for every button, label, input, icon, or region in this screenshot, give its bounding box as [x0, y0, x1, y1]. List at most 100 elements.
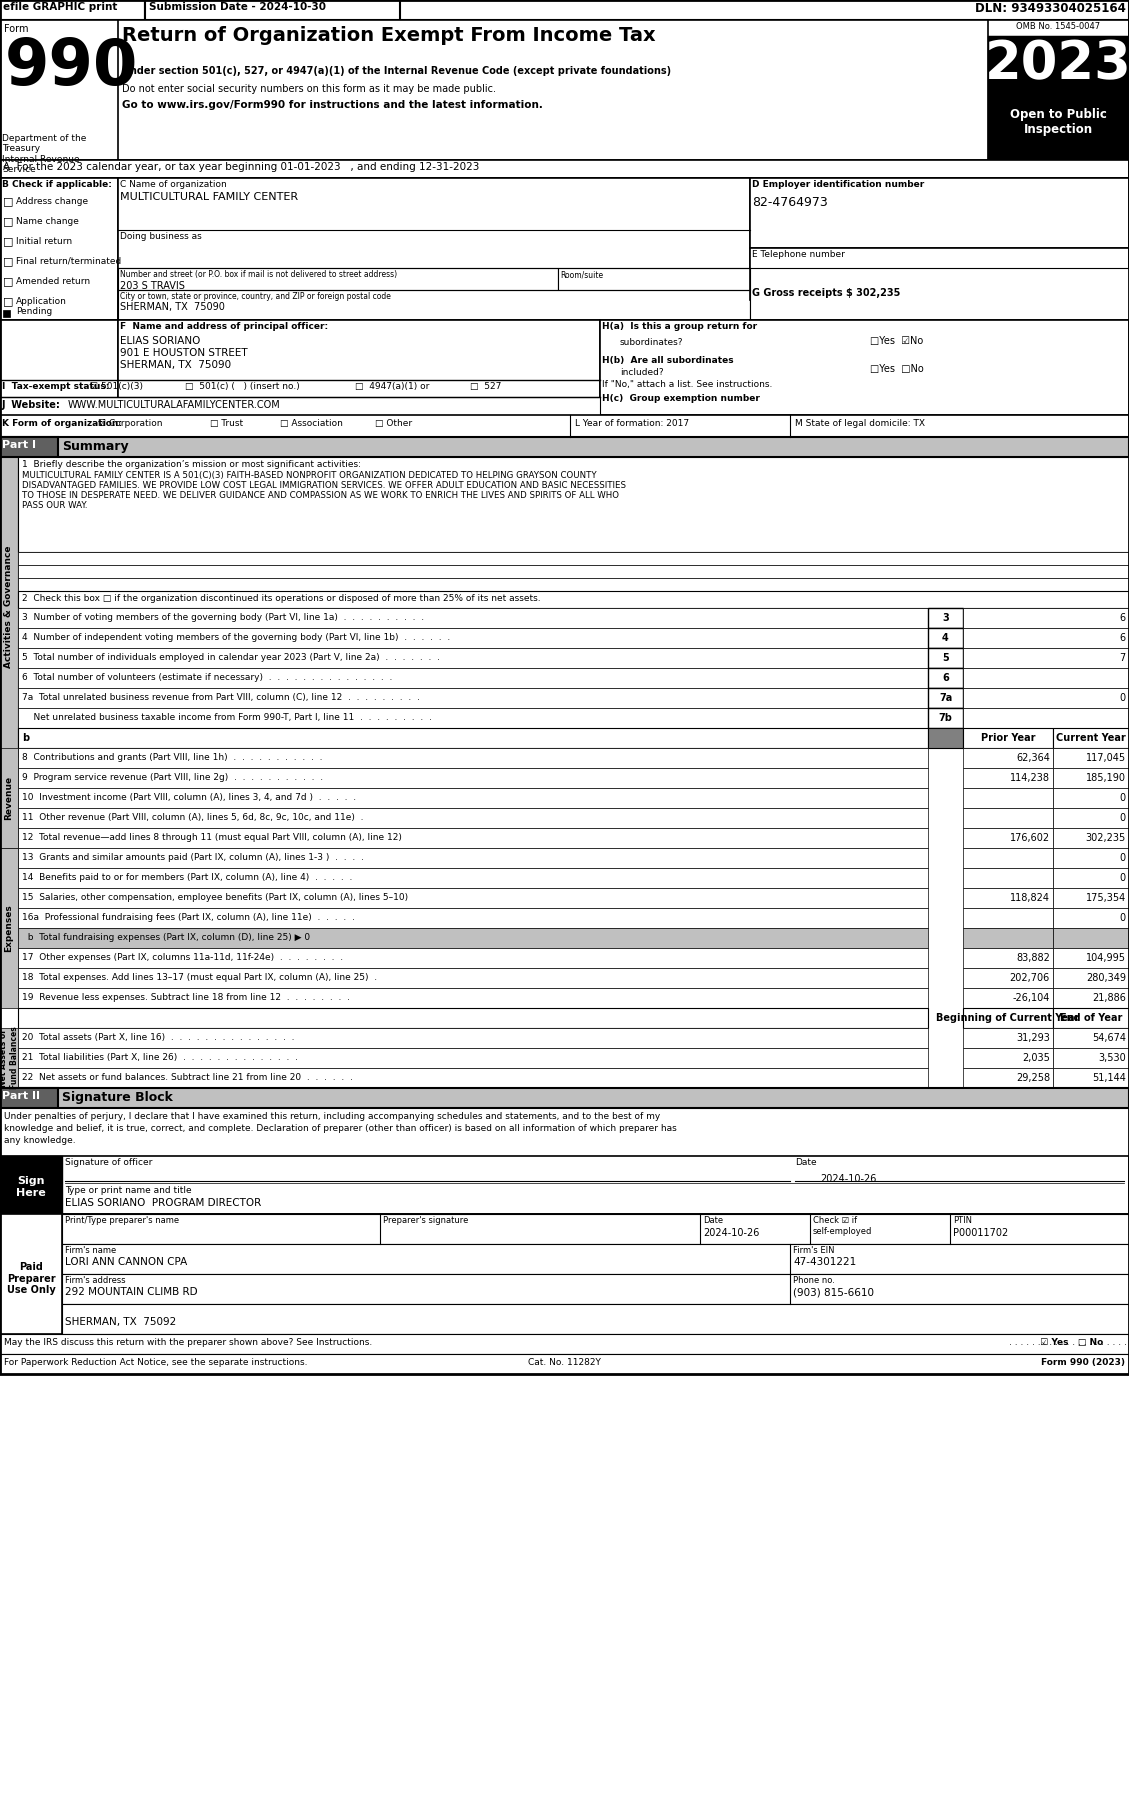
Text: Date: Date [703, 1215, 724, 1224]
Text: □: □ [3, 256, 14, 266]
Text: 2  Check this box □ if the organization discontinued its operations or disposed : 2 Check this box □ if the organization d… [21, 595, 541, 604]
Text: ☑ Yes   □ No: ☑ Yes □ No [1034, 1339, 1103, 1348]
Bar [963, 1008, 1053, 1028]
Text: 0: 0 [1120, 873, 1126, 882]
Text: 0: 0 [1119, 693, 1124, 702]
Text: City or town, state or province, country, and ZIP or foreign postal code: City or town, state or province, country… [120, 293, 391, 300]
Text: 901 E HOUSTON STREET: 901 E HOUSTON STREET [120, 347, 247, 358]
Text: □: □ [3, 296, 14, 306]
Text: □ Association: □ Association [280, 418, 343, 427]
Text: 0: 0 [1120, 813, 1126, 822]
Text: 21,886: 21,886 [1092, 993, 1126, 1002]
Bar [963, 848, 1053, 868]
Bar [1053, 848, 1129, 868]
Bar [18, 968, 928, 988]
Bar [928, 648, 963, 668]
Bar [18, 948, 928, 968]
Bar [0, 1028, 18, 1088]
Bar [928, 728, 963, 748]
Text: 47-4301221: 47-4301221 [793, 1257, 856, 1268]
Text: For Paperwork Reduction Act Notice, see the separate instructions.: For Paperwork Reduction Act Notice, see … [5, 1359, 307, 1368]
Bar [62, 1273, 1129, 1304]
Text: A  For the 2023 calendar year, or tax year beginning 01-01-2023   , and ending 1: A For the 2023 calendar year, or tax yea… [3, 162, 480, 173]
Bar [62, 1244, 1129, 1273]
Text: 17  Other expenses (Part IX, columns 11a-11d, 11f-24e)  .  .  .  .  .  .  .  .: 17 Other expenses (Part IX, columns 11a-… [21, 953, 343, 962]
Bar [928, 608, 963, 628]
Text: 10  Investment income (Part VIII, column (A), lines 3, 4, and 7d )  .  .  .  .  : 10 Investment income (Part VIII, column … [21, 793, 356, 802]
Text: 990: 990 [5, 36, 139, 98]
Text: 7b: 7b [938, 713, 953, 722]
Bar [18, 578, 1129, 591]
Text: I  Tax-exempt status:: I Tax-exempt status: [2, 382, 110, 391]
Bar [0, 178, 119, 320]
Text: 54,674: 54,674 [1092, 1033, 1126, 1042]
Bar [1053, 808, 1129, 828]
Bar [963, 688, 1129, 708]
Text: Name change: Name change [16, 216, 79, 226]
Bar [18, 1048, 928, 1068]
Text: DLN: 93493304025164: DLN: 93493304025164 [975, 2, 1126, 15]
Bar [963, 808, 1053, 828]
Bar [0, 437, 58, 457]
Bar [0, 1157, 62, 1213]
Bar [1053, 1048, 1129, 1068]
Bar [963, 1068, 1053, 1088]
Text: Net Assets or
Fund Balances: Net Assets or Fund Balances [0, 1026, 19, 1090]
Bar [963, 768, 1053, 788]
Text: Return of Organization Exempt From Income Tax: Return of Organization Exempt From Incom… [122, 25, 656, 45]
Bar [18, 748, 928, 768]
Bar [963, 928, 1053, 948]
Text: 12  Total revenue—add lines 8 through 11 (must equal Part VIII, column (A), line: 12 Total revenue—add lines 8 through 11 … [21, 833, 402, 842]
Text: 3  Number of voting members of the governing body (Part VI, line 1a)  .  .  .  .: 3 Number of voting members of the govern… [21, 613, 425, 622]
Text: Final return/terminated: Final return/terminated [16, 256, 121, 266]
Text: 7: 7 [1119, 653, 1124, 662]
Text: Signature Block: Signature Block [62, 1091, 173, 1104]
Bar [18, 457, 1129, 551]
Bar [119, 267, 558, 320]
Bar [18, 648, 928, 668]
Text: WWW.MULTICULTURALAFAMILYCENTER.COM: WWW.MULTICULTURALAFAMILYCENTER.COM [68, 400, 281, 409]
Text: C Name of organization: C Name of organization [120, 180, 227, 189]
Text: 83,882: 83,882 [1016, 953, 1050, 962]
Text: Number and street (or P.O. box if mail is not delivered to street address): Number and street (or P.O. box if mail i… [120, 269, 397, 278]
Text: 0: 0 [1120, 793, 1126, 802]
Text: B Check if applicable:: B Check if applicable: [2, 180, 112, 189]
Text: 13  Grants and similar amounts paid (Part IX, column (A), lines 1-3 )  .  .  .  : 13 Grants and similar amounts paid (Part… [21, 853, 364, 862]
Text: 2024-10-26: 2024-10-26 [703, 1228, 760, 1239]
Text: efile GRAPHIC print: efile GRAPHIC print [3, 2, 117, 13]
Text: 175,354: 175,354 [1086, 893, 1126, 902]
Bar [1053, 768, 1129, 788]
Bar [18, 551, 1129, 566]
Bar [119, 178, 750, 320]
Bar [18, 928, 928, 948]
Text: Sign
Here: Sign Here [16, 1177, 46, 1197]
Text: Open to Public
Inspection: Open to Public Inspection [1009, 107, 1106, 136]
Bar [0, 1088, 1129, 1108]
Text: Phone no.: Phone no. [793, 1275, 834, 1284]
Text: 82-4764973: 82-4764973 [752, 196, 828, 209]
Text: 14  Benefits paid to or for members (Part IX, column (A), line 4)  .  .  .  .  .: 14 Benefits paid to or for members (Part… [21, 873, 352, 882]
Text: PASS OUR WAY.: PASS OUR WAY. [21, 500, 88, 509]
Text: □: □ [3, 236, 14, 246]
Text: 62,364: 62,364 [1016, 753, 1050, 762]
Bar [0, 20, 1129, 160]
Bar [18, 768, 928, 788]
Bar [18, 1028, 928, 1048]
Text: Date: Date [795, 1159, 816, 1168]
Text: Form: Form [5, 24, 28, 35]
Bar [1053, 1028, 1129, 1048]
Text: 203 S TRAVIS: 203 S TRAVIS [120, 280, 185, 291]
Bar [1053, 928, 1129, 948]
Text: 51,144: 51,144 [1092, 1073, 1126, 1082]
Text: 7a  Total unrelated business revenue from Part VIII, column (C), line 12  .  .  : 7a Total unrelated business revenue from… [21, 693, 420, 702]
Text: 2023: 2023 [984, 38, 1129, 89]
Bar [119, 320, 599, 415]
Text: Address change: Address change [16, 196, 88, 206]
Text: Expenses: Expenses [5, 904, 14, 951]
Text: 19  Revenue less expenses. Subtract line 18 from line 12  .  .  .  .  .  .  .  .: 19 Revenue less expenses. Subtract line … [21, 993, 350, 1002]
Bar [18, 668, 928, 688]
Bar [1053, 988, 1129, 1008]
Bar [1053, 1008, 1129, 1028]
Bar [18, 728, 928, 748]
Text: 7a: 7a [939, 693, 952, 702]
